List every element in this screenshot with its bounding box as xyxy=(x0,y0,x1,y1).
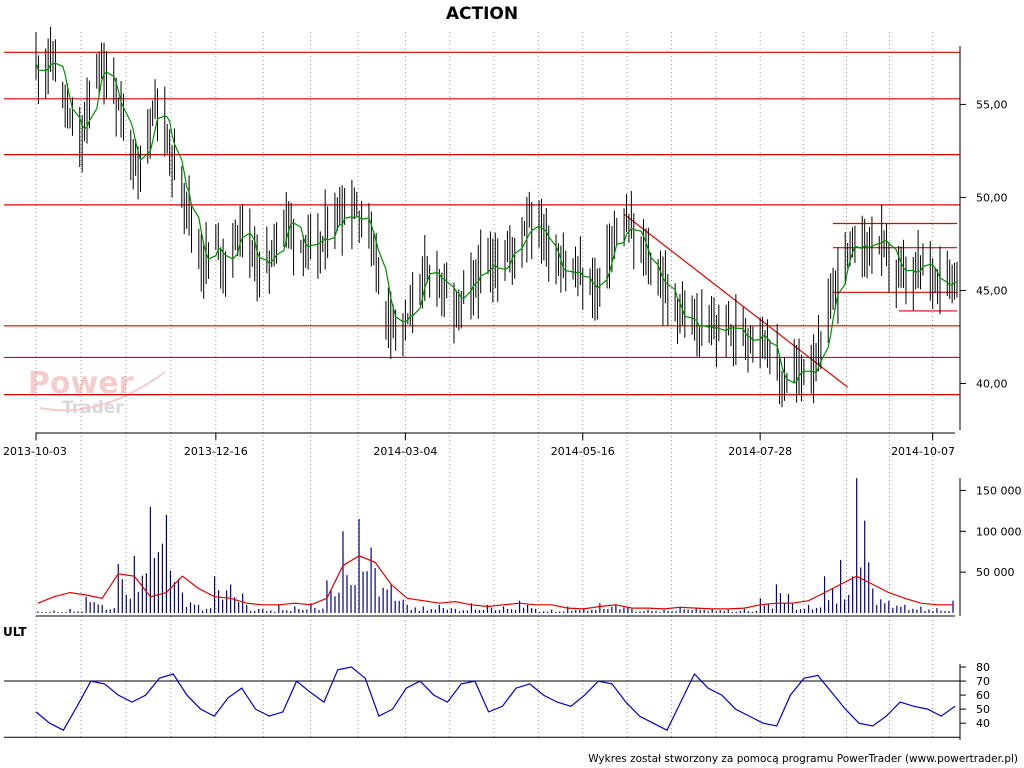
ult-panel-title: ULT xyxy=(3,625,27,639)
footer-credit: Wykres został stworzony za pomocą progra… xyxy=(588,753,1018,765)
ult-y-tick-2: 60 xyxy=(976,689,990,702)
x-tick-2: 2014-03-04 xyxy=(373,445,437,458)
ult-line xyxy=(35,666,956,732)
powertrader-logo: Power Trader xyxy=(28,366,166,418)
ult-y-tick-3: 70 xyxy=(976,675,990,688)
price-panel: 40,00 45,00 50,00 55,00 2013-10-03 2013-12-16… xyxy=(3,26,1008,740)
x-tick-5: 2014-10-07 xyxy=(891,445,955,458)
x-tick-4: 2014-07-28 xyxy=(728,445,792,458)
logo-word-trader: Trader xyxy=(62,398,124,418)
volume-panel: 50 000 100 000 150 000 xyxy=(36,478,1022,617)
x-tick-0: 2013-10-03 xyxy=(3,445,67,458)
ult-y-tick-4: 80 xyxy=(976,661,990,674)
volume-y-tick-1: 100 000 xyxy=(976,525,1022,538)
ult-y-tick-1: 50 xyxy=(976,703,990,716)
volume-y-tick-0: 50 000 xyxy=(976,566,1015,579)
volume-average-line xyxy=(37,555,953,610)
price-y-tick-1: 45,00 xyxy=(976,284,1008,297)
price-y-tick-2: 50,00 xyxy=(976,191,1008,204)
volume-y-tick-2: 150 000 xyxy=(976,484,1022,497)
ult-y-tick-0: 40 xyxy=(976,717,990,730)
x-tick-1: 2013-12-16 xyxy=(184,445,248,458)
x-tick-3: 2014-05-16 xyxy=(551,445,615,458)
logo-word-power: Power xyxy=(28,366,134,401)
moving-average-line xyxy=(35,62,958,384)
price-y-tick-3: 55,00 xyxy=(976,98,1008,111)
price-y-tick-0: 40,00 xyxy=(976,377,1008,390)
price-chart-title: ACTION xyxy=(446,4,518,24)
